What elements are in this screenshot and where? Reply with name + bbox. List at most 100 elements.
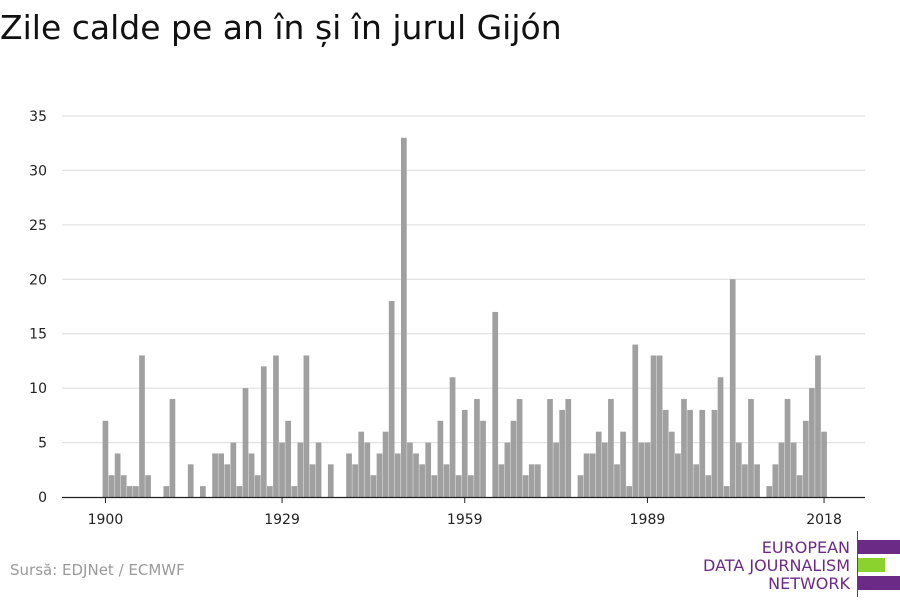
y-tick-label-5: 5 xyxy=(38,436,47,452)
bar-1980 xyxy=(589,453,596,497)
logo-line-data-journalism: DATA JOURNALISM xyxy=(703,556,850,575)
bar-1940 xyxy=(346,453,352,497)
bar-1959 xyxy=(461,409,468,497)
bar-1983 xyxy=(608,399,614,497)
bar-1989 xyxy=(644,442,651,497)
logo-bar-green xyxy=(858,558,885,572)
bar-1942 xyxy=(358,431,365,497)
y-tick-label-20: 20 xyxy=(29,272,47,288)
bar-1973 xyxy=(547,399,553,497)
bar-2013 xyxy=(790,442,797,497)
bar-1907 xyxy=(145,475,151,497)
x-tick-label-2018: 2018 xyxy=(806,512,842,528)
y-tick-label-25: 25 xyxy=(29,218,47,234)
bar-1910 xyxy=(163,486,170,497)
bar-1998 xyxy=(699,409,706,497)
bar-2016 xyxy=(809,388,815,497)
bar-1955 xyxy=(437,420,444,497)
bar-1924 xyxy=(248,453,255,497)
bar-2014 xyxy=(796,475,803,497)
bar-1958 xyxy=(455,475,462,497)
bar-2009 xyxy=(766,486,773,497)
bar-1935 xyxy=(315,442,322,497)
bar-1961 xyxy=(474,399,480,497)
source-note: Sursă: EDJNet / ECMWF xyxy=(10,561,185,579)
bar-1990 xyxy=(650,355,657,497)
y-tick-label-10: 10 xyxy=(29,381,47,397)
bar-1960 xyxy=(467,475,474,497)
bar-1956 xyxy=(443,464,450,497)
axes xyxy=(62,496,865,503)
bar-1995 xyxy=(681,399,687,497)
bar-2007 xyxy=(754,464,760,497)
y-tick-label-35: 35 xyxy=(29,109,47,125)
logo-bar-purple-top xyxy=(858,540,900,554)
bar-1992 xyxy=(662,409,669,497)
bar-1965 xyxy=(498,464,505,497)
bar-1969 xyxy=(522,475,529,497)
logo-line-european: EUROPEAN xyxy=(761,538,850,557)
bar-1988 xyxy=(638,442,645,497)
bar-1997 xyxy=(693,464,700,497)
logo-bar-purple-bottom xyxy=(858,576,900,590)
bar-1925 xyxy=(254,475,261,497)
bar-1945 xyxy=(376,453,383,497)
bar-2005 xyxy=(742,464,748,497)
x-tick-label-1959: 1959 xyxy=(447,512,483,528)
bar-2003 xyxy=(729,279,736,497)
x-tick-label-1900: 1900 xyxy=(88,512,124,528)
bar-1975 xyxy=(559,409,566,497)
bar-1919 xyxy=(218,453,224,497)
bar-1934 xyxy=(309,464,316,497)
x-tick-label-1989: 1989 xyxy=(630,512,666,528)
bar-1974 xyxy=(553,442,559,497)
bar-2002 xyxy=(723,486,730,497)
bar-2001 xyxy=(717,377,724,497)
bar-1916 xyxy=(200,486,206,497)
bar-2017 xyxy=(815,355,821,497)
bar-1903 xyxy=(120,475,127,497)
y-tick-label-0: 0 xyxy=(38,490,47,506)
bar-1981 xyxy=(595,431,602,497)
bar-1984 xyxy=(614,464,620,497)
bar-1920 xyxy=(224,464,231,497)
bar-1904 xyxy=(126,486,133,497)
bar-1952 xyxy=(419,464,425,497)
bar-1929 xyxy=(279,442,285,497)
bar-1971 xyxy=(534,464,541,497)
bar-1905 xyxy=(133,486,139,497)
bar-1937 xyxy=(327,464,334,497)
bar-2010 xyxy=(772,464,779,497)
bar-1932 xyxy=(297,442,304,497)
bar-1914 xyxy=(187,464,194,497)
bar-1978 xyxy=(577,475,584,497)
bar-1968 xyxy=(516,399,523,497)
bar-1902 xyxy=(114,453,121,497)
bar-1986 xyxy=(626,486,633,497)
bar-1944 xyxy=(370,475,377,497)
bar-2000 xyxy=(711,409,718,497)
bar-1949 xyxy=(401,137,407,497)
bar-1921 xyxy=(230,442,237,497)
bar-1970 xyxy=(528,464,535,497)
y-tick-label-30: 30 xyxy=(29,163,47,179)
bar-2012 xyxy=(784,399,791,497)
bar-2006 xyxy=(748,399,754,497)
bar-1941 xyxy=(352,464,358,497)
bars xyxy=(102,137,827,497)
bar-1901 xyxy=(108,475,115,497)
bar-1923 xyxy=(242,388,249,497)
logo-divider xyxy=(857,531,858,597)
bar-1966 xyxy=(504,442,511,497)
bar-1957 xyxy=(449,377,456,497)
bar-1911 xyxy=(169,399,176,497)
bar-1964 xyxy=(492,311,499,497)
bar-1931 xyxy=(291,486,298,497)
bar-1926 xyxy=(260,366,267,497)
bar-1900 xyxy=(102,420,109,497)
bar-1918 xyxy=(212,453,218,497)
bar-1979 xyxy=(583,453,590,497)
bar-1948 xyxy=(394,453,401,497)
bar-1962 xyxy=(480,420,486,497)
